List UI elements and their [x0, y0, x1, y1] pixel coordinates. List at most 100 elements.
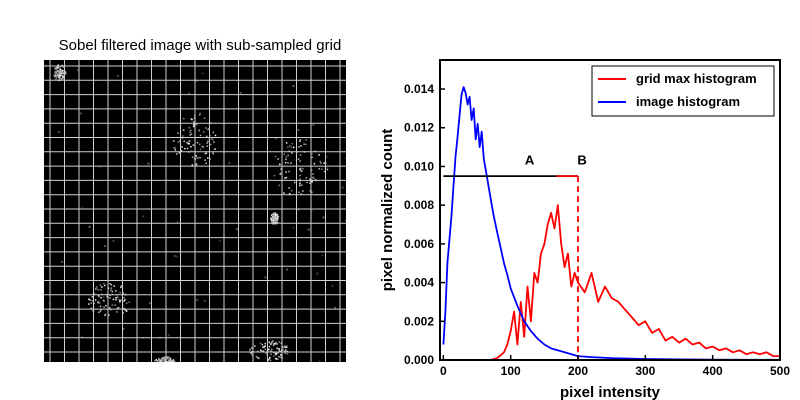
texture-dot [59, 76, 62, 79]
texture-dot [207, 140, 209, 143]
texture-dot [128, 301, 130, 304]
texture-dot [199, 148, 202, 151]
texture-dot [61, 72, 63, 74]
texture-dot [175, 153, 178, 155]
noise-dot [286, 268, 289, 271]
texture-dot [264, 345, 266, 347]
y-axis-label: pixel normalized count [379, 129, 396, 292]
texture-dot [278, 341, 280, 343]
texture-dot [299, 169, 302, 171]
texture-dot [271, 219, 273, 221]
noise-dot [80, 336, 83, 339]
x-tick-label: 500 [770, 364, 790, 378]
texture-dot [284, 351, 287, 354]
texture-dot [53, 75, 56, 78]
texture-dot [267, 359, 270, 361]
texture-dot [214, 134, 217, 137]
texture-dot [62, 69, 64, 72]
noise-dot [297, 129, 300, 132]
texture-dot [288, 187, 290, 189]
texture-dot [323, 170, 326, 173]
texture-dot [54, 68, 57, 70]
texture-dot [58, 78, 61, 80]
texture-dot [60, 72, 62, 75]
texture-dot [115, 296, 118, 299]
texture-dot [209, 134, 211, 137]
texture-dot [206, 145, 209, 147]
texture-dot [323, 162, 325, 164]
texture-dot [61, 77, 64, 79]
texture-dot [57, 67, 60, 69]
texture-dot [110, 308, 112, 311]
texture-dot [101, 286, 103, 288]
texture-dot [100, 296, 102, 299]
texture-dot [204, 152, 207, 155]
texture-dot [283, 345, 286, 347]
texture-dot [280, 168, 282, 170]
texture-dot [274, 215, 276, 217]
texture-dot [181, 135, 184, 137]
texture-dot [285, 158, 287, 161]
texture-dot [212, 152, 215, 155]
texture-dot [56, 69, 59, 72]
texture-dot [283, 346, 286, 349]
texture-dot [186, 141, 188, 144]
texture-dot [177, 141, 180, 143]
texture-dot [191, 118, 193, 121]
texture-dot [103, 282, 105, 285]
texture-dot [205, 127, 207, 129]
texture-dot [57, 64, 60, 66]
noise-dot [173, 147, 176, 150]
texture-dot [162, 360, 165, 362]
texture-dot [100, 289, 102, 291]
texture-dot [104, 284, 106, 287]
noise-dot [176, 220, 179, 223]
texture-dot [189, 134, 191, 136]
texture-dot [189, 131, 191, 134]
texture-dot [319, 160, 322, 163]
texture-dot [198, 143, 201, 146]
y-tick-label: 0.000 [404, 353, 434, 367]
texture-dot [90, 302, 92, 304]
texture-dot [320, 162, 322, 164]
texture-dot [278, 348, 280, 351]
texture-dot [110, 287, 113, 289]
noise-dot [148, 302, 151, 305]
texture-dot [274, 155, 277, 158]
texture-dot [205, 152, 208, 154]
texture-dot [273, 213, 275, 216]
texture-dot [279, 173, 282, 175]
texture-dot [275, 221, 277, 223]
texture-dot [55, 68, 58, 71]
texture-dot [122, 292, 124, 294]
texture-dot [58, 76, 61, 78]
texture-dot [298, 168, 301, 170]
texture-dot [102, 299, 105, 302]
texture-dot [288, 170, 290, 173]
texture-dot [53, 74, 55, 76]
noise-dot [176, 255, 179, 258]
noise-dot [333, 306, 336, 309]
texture-dot [284, 177, 286, 180]
texture-dot [173, 140, 175, 142]
texture-dot [292, 146, 295, 149]
texture-dot [271, 221, 274, 223]
texture-dot [57, 66, 59, 68]
texture-dot [186, 147, 189, 150]
noise-dot [321, 254, 324, 257]
texture-dot [170, 360, 173, 363]
y-tick-label: 0.010 [404, 159, 434, 173]
texture-dot [116, 296, 119, 298]
texture-dot [111, 304, 114, 306]
texture-dot [123, 297, 125, 299]
noise-dot [282, 119, 285, 122]
series-line-1 [442, 86, 780, 361]
noise-dot [174, 255, 177, 258]
texture-dot [123, 300, 125, 303]
y-tick-label: 0.004 [404, 276, 434, 290]
texture-dot [95, 288, 97, 290]
texture-dot [199, 134, 202, 137]
texture-dot [277, 158, 279, 160]
texture-dot [196, 163, 198, 166]
texture-dot [158, 359, 160, 361]
